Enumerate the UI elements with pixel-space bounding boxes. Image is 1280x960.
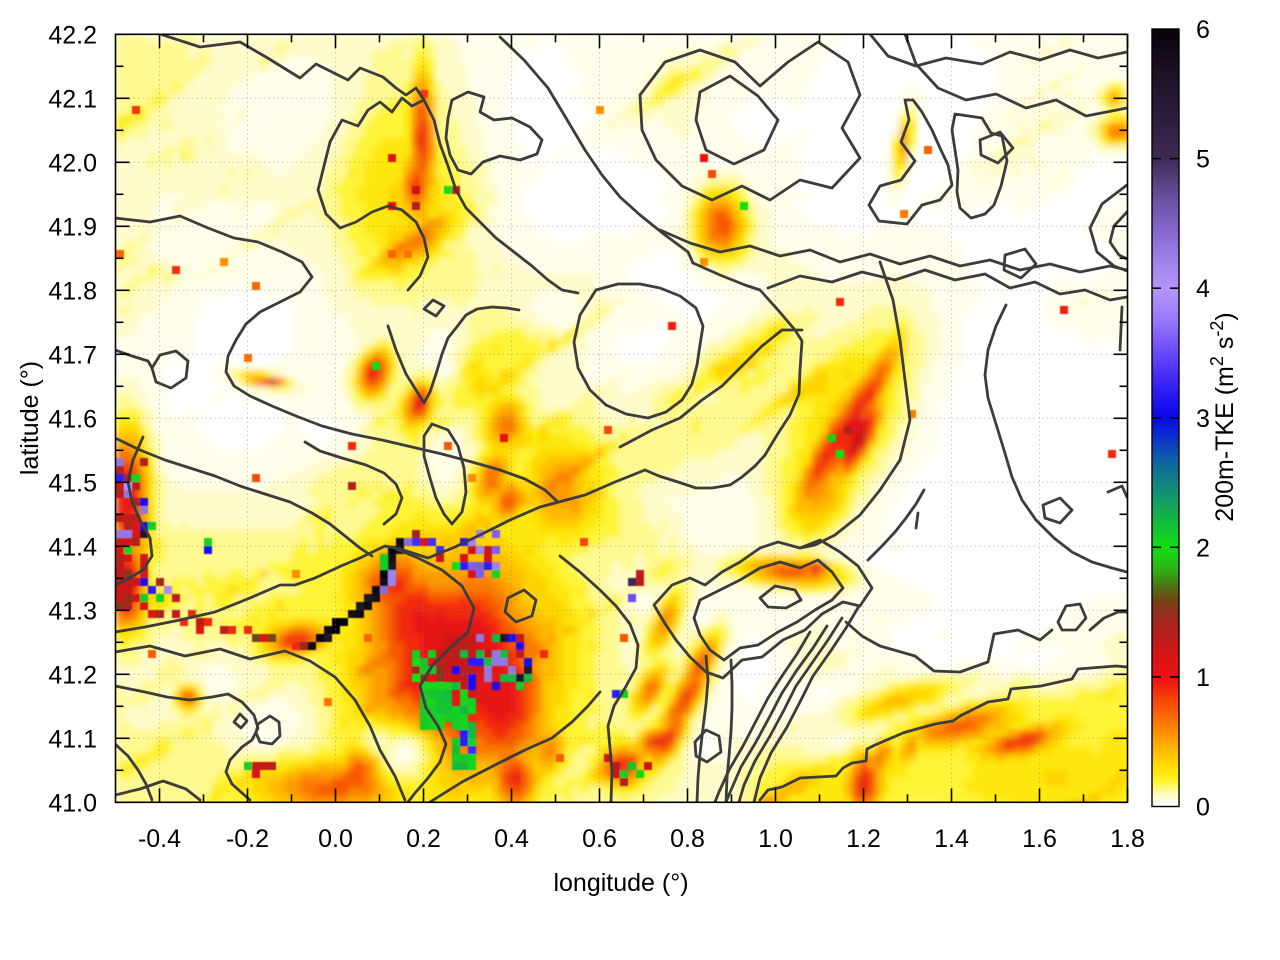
svg-text:42.0: 42.0 xyxy=(48,149,97,177)
svg-text:1.8: 1.8 xyxy=(1110,825,1145,853)
svg-text:longitude (°): longitude (°) xyxy=(553,869,688,897)
svg-text:0.0: 0.0 xyxy=(318,825,353,853)
svg-text:latitude (°): latitude (°) xyxy=(16,361,44,475)
svg-text:42.1: 42.1 xyxy=(48,85,97,113)
svg-text:-0.4: -0.4 xyxy=(138,825,181,853)
svg-text:5: 5 xyxy=(1196,146,1210,174)
svg-text:41.1: 41.1 xyxy=(48,725,97,753)
svg-text:41.3: 41.3 xyxy=(48,597,97,625)
svg-text:0.2: 0.2 xyxy=(406,825,441,853)
svg-text:4: 4 xyxy=(1196,275,1210,303)
svg-text:41.4: 41.4 xyxy=(48,533,97,561)
svg-text:42.2: 42.2 xyxy=(48,21,97,49)
svg-text:6: 6 xyxy=(1196,16,1210,44)
svg-text:1: 1 xyxy=(1196,664,1210,692)
svg-text:1.0: 1.0 xyxy=(758,825,793,853)
svg-text:2: 2 xyxy=(1196,534,1210,562)
svg-text:0.6: 0.6 xyxy=(582,825,617,853)
svg-text:-0.2: -0.2 xyxy=(226,825,269,853)
svg-text:41.9: 41.9 xyxy=(48,213,97,241)
svg-text:41.2: 41.2 xyxy=(48,661,97,689)
svg-text:41.7: 41.7 xyxy=(48,341,97,369)
svg-text:1.4: 1.4 xyxy=(934,825,969,853)
svg-text:41.5: 41.5 xyxy=(48,469,97,497)
svg-text:1.2: 1.2 xyxy=(846,825,881,853)
svg-text:41.0: 41.0 xyxy=(48,789,97,817)
svg-text:1.6: 1.6 xyxy=(1022,825,1057,853)
svg-text:0: 0 xyxy=(1196,794,1210,822)
svg-text:41.6: 41.6 xyxy=(48,405,97,433)
svg-text:41.8: 41.8 xyxy=(48,277,97,305)
svg-text:3: 3 xyxy=(1196,405,1210,433)
svg-text:0.8: 0.8 xyxy=(670,825,705,853)
svg-text:200m-TKE (m2 s-2): 200m-TKE (m2 s-2) xyxy=(1207,312,1239,521)
svg-text:0.4: 0.4 xyxy=(494,825,529,853)
